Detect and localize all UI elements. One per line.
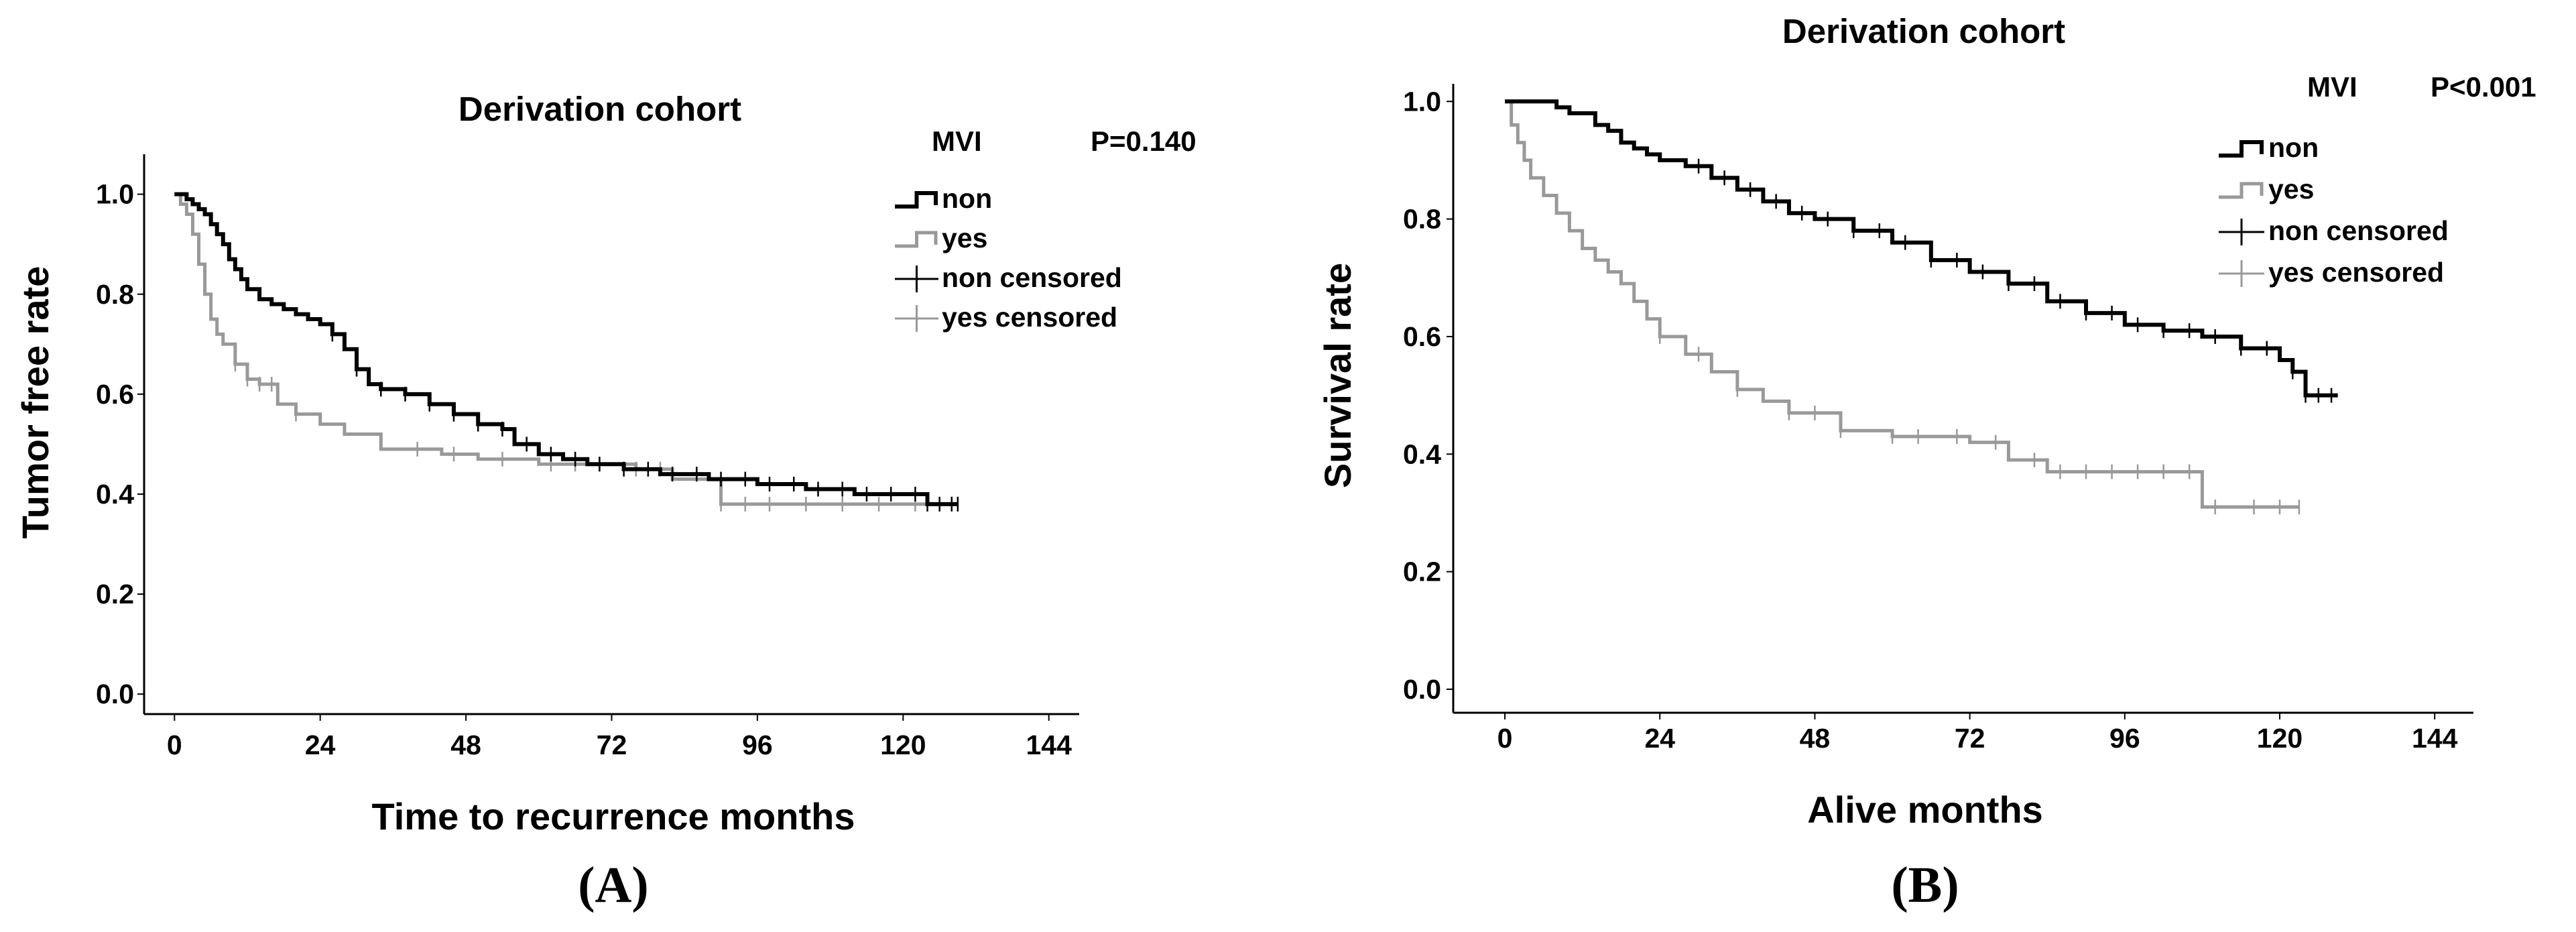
panel-a-legend-yes-censored-label: yes censored (942, 302, 1117, 333)
panel-b-y-tick-label: 0.8 (1403, 204, 1441, 235)
panel-a-y-tick-label: 0.4 (96, 479, 134, 510)
panel-b-legend-non-symbol (2219, 140, 2264, 158)
panel-a-legend: non yes non censored yes censored (895, 183, 1122, 333)
panel-b-series-yes-curve (1505, 99, 2299, 509)
panel-a-label: (A) (578, 857, 649, 913)
panel-a-legend-non-label: non (942, 183, 992, 214)
panel-a-x-tick-label: 72 (597, 730, 627, 760)
panel-b-legend: non yes non censored yes censored (2219, 132, 2449, 288)
panel-b-y-axis-label: Survival rate (1316, 263, 1359, 488)
panel-b-y-tick-label: 0.6 (1403, 321, 1441, 352)
panel-b-x-tick-label: 0 (1497, 723, 1513, 754)
panel-a-x-tick-label: 144 (1026, 730, 1072, 760)
panel-a-y-axis-label: Tumor free rate (14, 266, 56, 539)
panel-a-mvi-label: MVI (932, 125, 982, 157)
panel-a-x-tick-label: 96 (742, 730, 773, 760)
panel-b-legend-yes-censored-label: yes censored (2268, 257, 2444, 288)
panel-a-p-value: P=0.140 (1091, 125, 1197, 157)
panel-b-x-axis-label: Alive months (1807, 789, 2043, 831)
panel-b-legend-yes-symbol (2219, 182, 2264, 199)
panel-b-p-value: P<0.001 (2431, 71, 2536, 103)
panel-b-y-tick-label: 0.4 (1403, 439, 1441, 469)
panel-a-axes: 0.0 0.2 0.4 0.6 0.8 1.0 0 24 48 72 96 120 144 (96, 154, 1079, 760)
panel-b-legend-yes-censored-symbol (2219, 260, 2264, 287)
panel-a-title: Derivation cohort (458, 90, 741, 128)
panel-a-y-tick-label: 0.2 (96, 579, 134, 609)
panel-b-legend-yes-label: yes (2268, 174, 2314, 205)
panel-b-series-non-curve (1505, 99, 2338, 398)
panel-b-y-tick-label: 1.0 (1403, 86, 1441, 117)
panel-a-legend-non-censored-symbol (895, 266, 938, 292)
panel-b-x-tick-label: 48 (1800, 723, 1831, 754)
panel-a-y-tick-label: 0.8 (96, 279, 134, 310)
panel-a-legend-non-symbol (895, 191, 938, 209)
panel-b-chart: Derivation cohort MVI P<0.001 Survival r… (1316, 12, 2536, 913)
panel-a-x-axis-label: Time to recurrence months (372, 795, 855, 837)
panel-a-chart: Derivation cohort MVI P=0.140 Tumor free… (14, 90, 1197, 913)
panel-a-legend-yes-censored-symbol (895, 305, 938, 332)
panel-b-label: (B) (1891, 857, 1959, 913)
panel-b-legend-non-censored-label: non censored (2268, 215, 2449, 246)
panel-a-x-tick-label: 0 (167, 730, 182, 760)
panel-b-mvi-label: MVI (2307, 71, 2357, 103)
panel-a-x-tick-label: 48 (450, 730, 481, 760)
panel-a-y-tick-label: 1.0 (96, 179, 134, 210)
panel-b-y-tick-label: 0.0 (1403, 674, 1441, 705)
panel-b-x-tick-label: 24 (1644, 723, 1675, 754)
panel-a-x-tick-label: 24 (305, 730, 336, 760)
panel-a-legend-yes-symbol (895, 231, 938, 248)
panel-a-y-tick-label: 0.0 (96, 679, 134, 709)
panel-a-x-tick-label: 120 (880, 730, 926, 760)
panel-b-title: Derivation cohort (1782, 12, 2065, 50)
panel-b-axes: 0.0 0.2 0.4 0.6 0.8 1.0 0 24 48 72 96 120 144 (1403, 84, 2473, 754)
panel-a-legend-yes-label: yes (942, 223, 987, 253)
panel-b-legend-non-label: non (2268, 132, 2319, 163)
panel-b-y-tick-label: 0.2 (1403, 557, 1441, 587)
panel-a-series-non-curve (174, 192, 958, 506)
panel-b-x-tick-label: 72 (1955, 723, 1985, 754)
panel-b-x-tick-label: 120 (2257, 723, 2303, 754)
panel-a-legend-non-censored-label: non censored (942, 262, 1122, 293)
panel-b-x-tick-label: 144 (2412, 723, 2458, 754)
panel-b-legend-non-censored-symbol (2219, 219, 2264, 245)
panel-b-x-tick-label: 96 (2109, 723, 2140, 754)
panel-a-y-tick-label: 0.6 (96, 379, 134, 410)
